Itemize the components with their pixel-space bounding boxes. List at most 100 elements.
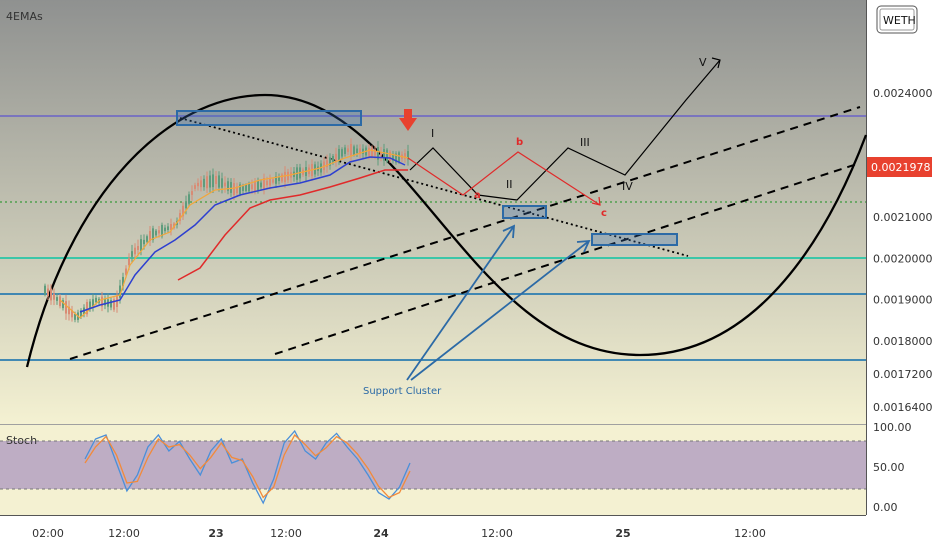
candle-body (260, 182, 262, 188)
candle-body (233, 183, 235, 195)
candle-body (104, 299, 106, 306)
channel-line-lower (274, 162, 861, 355)
candle-body (188, 194, 190, 204)
candle-body (263, 178, 265, 190)
candle-body (347, 148, 349, 152)
candle-body (284, 171, 286, 183)
candle-body (137, 246, 139, 250)
candle-body (344, 147, 346, 154)
candle-body (227, 181, 229, 191)
candle-body (86, 301, 88, 315)
wave-v-arrowhead (711, 57, 721, 69)
candle-body (287, 171, 289, 181)
candle-body (161, 224, 163, 237)
price-tick-label: 0.0021000 (873, 211, 932, 224)
time-tick-label: 12:00 (481, 527, 513, 540)
candle-body (128, 258, 130, 266)
time-tick-label: 23 (208, 527, 223, 540)
candle-body (404, 153, 406, 159)
candle-body (149, 230, 151, 242)
candle-body (359, 148, 361, 154)
candle-body (389, 151, 391, 162)
candle-body (95, 297, 97, 303)
time-axis[interactable]: 02:00 12:00 23 12:00 24 12:00 25 12:00 (32, 527, 766, 540)
candle-body (125, 268, 127, 275)
candle-body (110, 300, 112, 308)
candle-body (62, 300, 64, 309)
price-tick-label: 0.0016400 (873, 401, 932, 414)
price-tick-label: 0.0020000 (873, 252, 932, 265)
time-tick-label: 25 (615, 527, 630, 540)
candle-body (197, 182, 199, 187)
cycle-curve (25, 93, 868, 368)
candle-body (242, 186, 244, 191)
candle-body (224, 182, 226, 187)
candle-body (53, 293, 55, 300)
candle-body (353, 146, 355, 155)
candle-body (152, 228, 154, 241)
time-tick-label: 24 (373, 527, 389, 540)
candle-body (167, 226, 169, 231)
candle-body (146, 236, 148, 242)
candle-body (395, 153, 397, 163)
symbol-button[interactable]: WETH (876, 5, 918, 34)
abc-wave-path (407, 151, 601, 206)
candle-body (47, 288, 49, 296)
down-arrow-icon (399, 109, 417, 131)
candle-body (239, 184, 241, 194)
axis-background (866, 0, 932, 550)
cluster-arrow-2 (410, 240, 590, 381)
candle-body (182, 205, 184, 217)
stoch-axis: 100.00 50.00 0.00 (873, 421, 912, 514)
candle-body (269, 178, 271, 186)
candle-body (194, 185, 196, 189)
stoch-label: Stoch (6, 434, 37, 447)
price-tick-label: 0.0019000 (873, 294, 932, 307)
candle-body (131, 251, 133, 257)
candle-body (251, 184, 253, 190)
support-cluster-label: Support Cluster (363, 386, 442, 397)
candle-body (158, 230, 160, 234)
candle-body (245, 184, 247, 192)
candle-body (101, 296, 103, 307)
candle-body (59, 296, 61, 307)
candle-body (179, 213, 181, 221)
candle-body (368, 147, 370, 156)
stoch-tick-label: 50.00 (873, 461, 905, 474)
candle-body (140, 239, 142, 251)
wave-label-V: V (699, 56, 707, 69)
current-price-text: 0.0021978 (871, 161, 931, 174)
candle-body (134, 247, 136, 255)
wave-c-arrowhead (591, 196, 601, 206)
candle-body (377, 147, 379, 160)
candle-body (278, 176, 280, 182)
candle-body (371, 147, 373, 157)
candle-body (92, 299, 94, 307)
price-axis[interactable]: 0.0024000 0.0021000 0.0020000 0.0019000 0.00… (873, 87, 932, 414)
price-tick-label: 0.0017200 (873, 368, 932, 381)
candle-body (116, 296, 118, 307)
time-tick-label: 02:00 (32, 527, 64, 540)
candle-body (89, 301, 91, 310)
candle-body (143, 239, 145, 245)
candle-body (407, 151, 409, 160)
candle-body (80, 310, 82, 317)
channel-line-upper (69, 106, 861, 360)
symbol-button-label: WETH (883, 14, 916, 27)
candle-body (74, 314, 76, 320)
stoch-tick-label: 0.00 (873, 501, 898, 514)
ema-red-line (177, 169, 408, 281)
candle-body (113, 299, 115, 310)
candle-body (221, 178, 223, 188)
candle-body (350, 143, 352, 157)
indicator-label: 4EMAs (6, 10, 43, 23)
candle-body (200, 180, 202, 188)
candle-body (380, 152, 382, 156)
cluster-arrow-1 (406, 225, 515, 381)
candle-body (68, 306, 70, 315)
candle-body (374, 149, 376, 156)
candle-body (326, 160, 328, 168)
candle-body (185, 201, 187, 209)
candle-body (191, 191, 193, 195)
